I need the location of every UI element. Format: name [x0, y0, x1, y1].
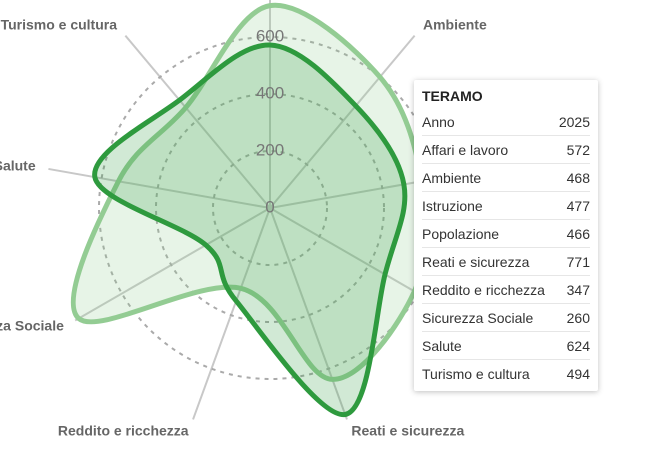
- tooltip-value: 468: [566, 169, 590, 186]
- grid-ring: [212, 150, 328, 266]
- tooltip-value: 477: [566, 197, 590, 214]
- tooltip-label: Anno: [422, 113, 455, 130]
- r-tick-label: 400: [256, 83, 284, 102]
- tooltip-value: 494: [566, 365, 590, 382]
- r-tick-label: 0: [265, 197, 274, 216]
- tooltip-label: Affari e lavoro: [422, 141, 509, 158]
- category-label: Sicurezza Sociale: [0, 318, 64, 334]
- axis-line: [124, 34, 271, 209]
- tooltip-row: Istruzione 477: [422, 192, 590, 220]
- tooltip-value: 347: [566, 281, 590, 298]
- category-label: Reddito e ricchezza: [58, 422, 189, 438]
- tooltip-row: Turismo e cultura 494: [422, 360, 590, 387]
- tooltip-label: Turismo e cultura: [422, 365, 530, 382]
- tooltip-row: Ambiente 468: [422, 164, 590, 192]
- category-label: Ambiente: [423, 16, 487, 32]
- category-label: Salute: [0, 157, 36, 173]
- tooltip-label: Reddito e ricchezza: [422, 281, 545, 298]
- axis-line: [269, 207, 348, 420]
- tooltip-label: Ambiente: [422, 169, 482, 186]
- axis-line: [269, 34, 416, 209]
- r-tick-label: 600: [256, 26, 284, 45]
- tooltip-row: Reddito e ricchezza 347: [422, 276, 590, 304]
- tooltip-value: 260: [566, 309, 590, 326]
- tooltip-row: Popolazione 466: [422, 220, 590, 248]
- tooltip: TERAMO Anno 2025 Affari e lavoro 572 Ambie…: [414, 80, 598, 391]
- tooltip-label: Reati e sicurezza: [422, 253, 530, 270]
- tooltip-label: Istruzione: [422, 197, 483, 214]
- axis-line: [48, 167, 271, 209]
- tooltip-row: Affari e lavoro 572: [422, 136, 590, 164]
- radar-area: [92, 42, 408, 417]
- tooltip-row: Sicurezza Sociale 260: [422, 304, 590, 332]
- tooltip-title: TERAMO: [422, 88, 483, 104]
- tooltip-row: Anno 2025: [422, 108, 590, 136]
- tooltip-value: 2025: [558, 113, 590, 130]
- tooltip-label: Popolazione: [422, 225, 500, 242]
- tooltip-label: Sicurezza Sociale: [422, 309, 534, 326]
- tooltip-row: Reati e sicurezza 771: [422, 248, 590, 276]
- grid-ring: [155, 93, 385, 323]
- tooltip-value: 624: [566, 337, 590, 354]
- axis-line: [74, 207, 271, 322]
- tooltip-row: Salute 624: [422, 332, 590, 360]
- tooltip-value: 572: [566, 141, 590, 158]
- category-label: Turismo e cultura: [1, 16, 118, 32]
- tooltip-value: 466: [566, 225, 590, 242]
- axis-line: [192, 207, 271, 420]
- tooltip-label: Salute: [422, 337, 462, 354]
- r-tick-label: 200: [256, 140, 284, 159]
- category-label: Reati e sicurezza: [351, 422, 464, 438]
- radar-area: [70, 2, 429, 382]
- tooltip-value: 771: [566, 253, 590, 270]
